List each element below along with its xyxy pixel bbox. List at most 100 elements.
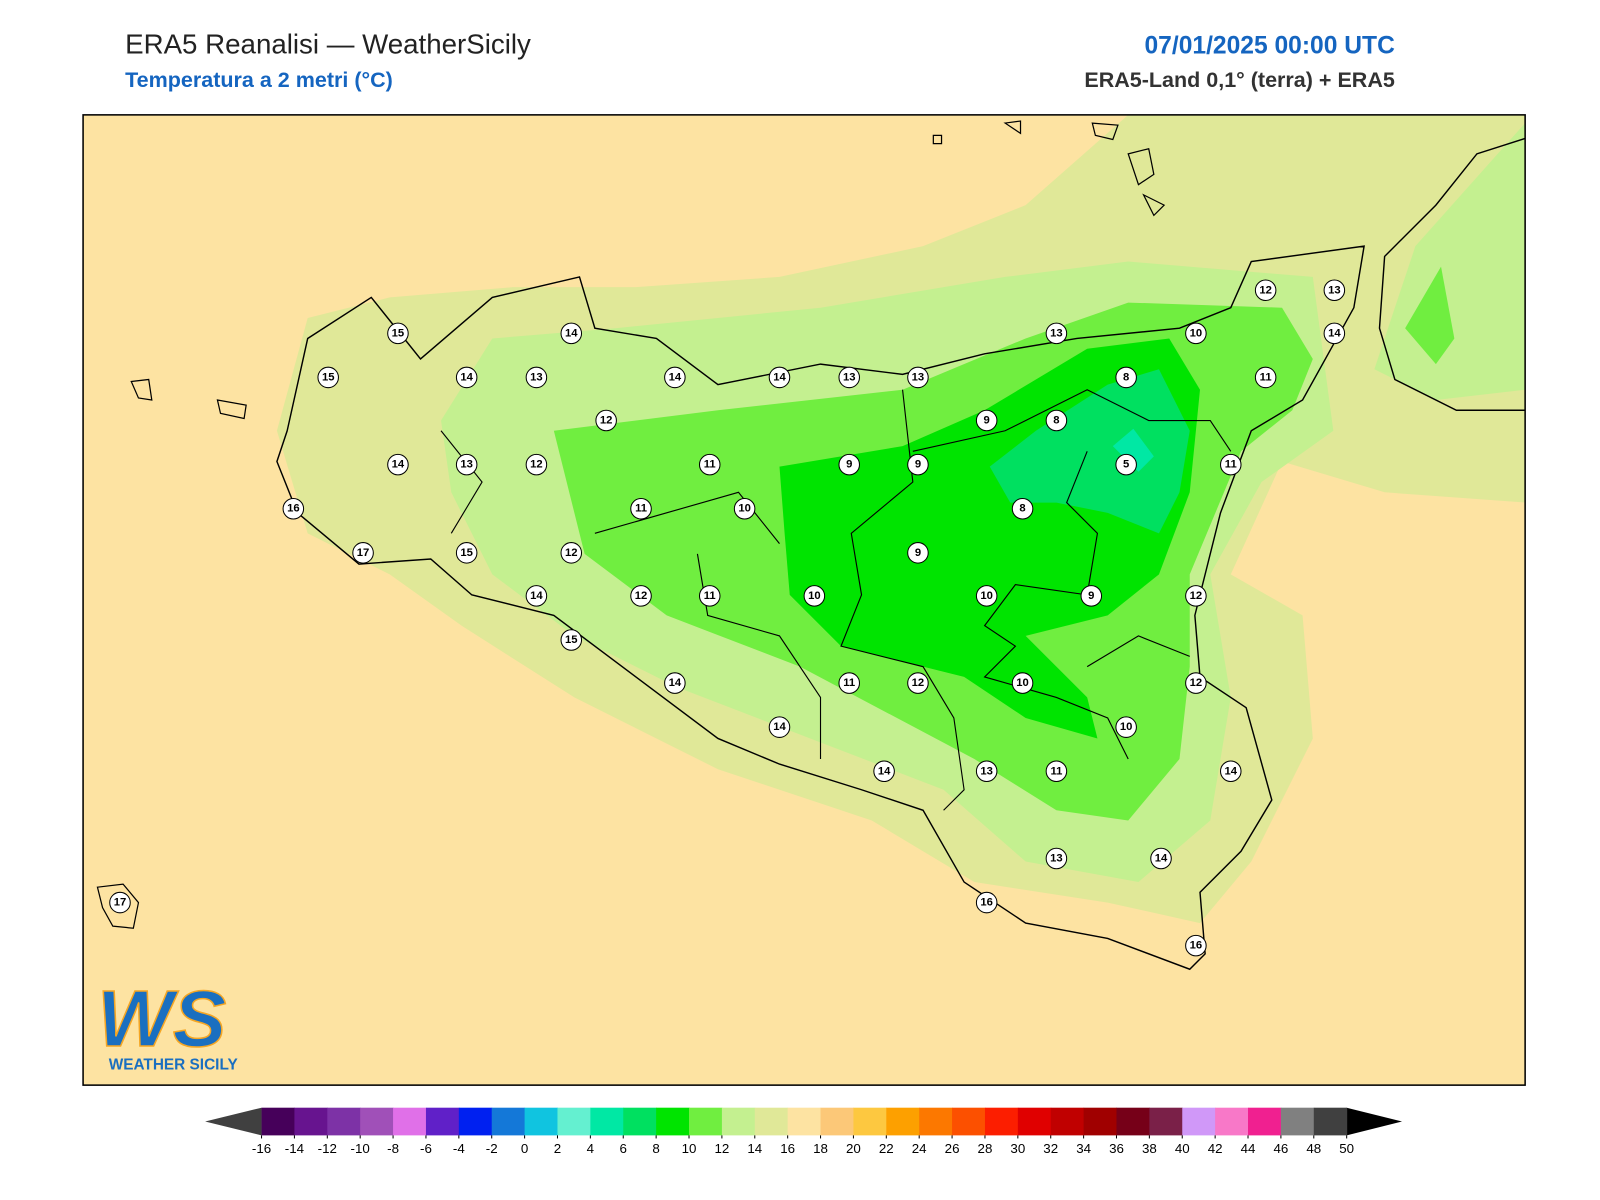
station-value: 13 (843, 371, 856, 383)
colorbar-swatch (721, 1107, 756, 1136)
station: 14 (768, 716, 791, 738)
station-marker (560, 322, 583, 345)
station-marker (975, 760, 998, 783)
colorbar-swatch (1313, 1107, 1348, 1136)
colorbar-swatch (261, 1107, 295, 1136)
station: 13 (1045, 847, 1068, 870)
station-marker (1115, 453, 1137, 476)
station-marker (664, 672, 686, 694)
station: 14 (1220, 760, 1242, 783)
station-marker (317, 366, 339, 389)
station-value: 12 (635, 590, 648, 602)
station: 9 (975, 409, 998, 432)
colorbar-swatch (458, 1107, 493, 1136)
colorbar-tick-label: 12 (714, 1141, 729, 1156)
station: 16 (1185, 934, 1207, 957)
station-marker (975, 891, 998, 914)
station-marker (1011, 672, 1034, 694)
station-marker (907, 672, 929, 694)
colorbar-swatch (984, 1107, 1019, 1136)
station-value: 10 (1120, 721, 1133, 733)
station-marker (975, 409, 998, 432)
subtitle: Temperatura a 2 metri (°C) (125, 68, 393, 92)
colorbar-swatch (1083, 1107, 1118, 1136)
title: ERA5 Reanalisi — WeatherSicily (125, 28, 531, 59)
station-value: 14 (773, 371, 786, 383)
station-marker (907, 453, 929, 476)
colorbar-swatch (557, 1107, 591, 1136)
station-value: 10 (1016, 677, 1029, 689)
station-value: 15 (565, 634, 578, 646)
colorbar-swatch (1215, 1107, 1249, 1136)
station: 10 (1011, 672, 1034, 694)
station-marker (525, 585, 548, 607)
station-marker (1254, 279, 1277, 302)
colorbar-tick-label: 42 (1208, 1141, 1223, 1156)
colorbar-tick-label: -16 (252, 1141, 271, 1156)
station: 8 (1115, 366, 1137, 389)
station-marker (907, 366, 929, 389)
station-value: 14 (460, 371, 473, 383)
station-marker (1220, 760, 1242, 783)
station: 14 (455, 366, 478, 389)
station: 14 (387, 453, 409, 476)
station-marker (455, 366, 478, 389)
station: 15 (317, 366, 339, 389)
islands (96, 120, 1166, 929)
station-value: 14 (1225, 765, 1238, 777)
colorbar-swatch (787, 1107, 822, 1136)
colorbar-tick-label: 14 (747, 1141, 762, 1156)
station-marker (455, 453, 478, 476)
colorbar-swatch (919, 1107, 953, 1136)
colorbar-swatch (327, 1107, 361, 1136)
station: 11 (630, 497, 652, 520)
station: 15 (455, 542, 478, 564)
station-value: 16 (1190, 940, 1203, 952)
station-value: 13 (1050, 852, 1063, 864)
station-marker (560, 542, 583, 564)
station-marker (455, 542, 478, 564)
station-value: 8 (1053, 415, 1059, 427)
station-marker (630, 497, 652, 520)
station: 13 (838, 366, 860, 389)
station: 11 (1254, 366, 1277, 389)
station: 14 (873, 760, 895, 783)
station-value: 16 (287, 503, 300, 515)
station: 5 (1115, 453, 1137, 476)
colorbar-tick-label: 44 (1241, 1141, 1256, 1156)
source: ERA5-Land 0,1° (terra) + ERA5 (1084, 68, 1395, 92)
station-value: 12 (530, 459, 543, 471)
station-value: 14 (773, 721, 786, 733)
colorbar-tick-label: 36 (1109, 1141, 1124, 1156)
station-value: 13 (912, 371, 925, 383)
station-marker (1185, 934, 1207, 957)
colorbar-tick-label: 40 (1175, 1141, 1190, 1156)
station-marker (1220, 453, 1242, 476)
station-value: 14 (565, 327, 578, 339)
station-marker (387, 453, 409, 476)
colorbar-tick-label: 22 (879, 1141, 894, 1156)
station-marker (1150, 847, 1172, 870)
colorbar-tick-label: 6 (620, 1141, 627, 1156)
station-marker (1185, 585, 1207, 607)
station: 14 (560, 322, 583, 345)
colorbar-tick-label: -10 (351, 1141, 370, 1156)
station-marker (109, 891, 131, 914)
station-marker (1254, 366, 1277, 389)
station-value: 14 (392, 459, 405, 471)
station-value: 8 (1019, 503, 1025, 515)
colorbar-swatch (1149, 1107, 1183, 1136)
station-value: 9 (846, 459, 852, 471)
station-value: 9 (984, 415, 990, 427)
station: 16 (282, 497, 305, 520)
colorbar-tick-label: 26 (945, 1141, 960, 1156)
colorbar-tick-label: 28 (978, 1141, 993, 1156)
station-marker (595, 409, 617, 432)
station-value: 13 (460, 459, 473, 471)
station-marker (1045, 322, 1068, 345)
colorbar-tick-label: 0 (521, 1141, 528, 1156)
station: 14 (664, 366, 686, 389)
colorbar-swatch (393, 1107, 427, 1136)
station-marker (838, 453, 860, 476)
station-marker (525, 366, 548, 389)
